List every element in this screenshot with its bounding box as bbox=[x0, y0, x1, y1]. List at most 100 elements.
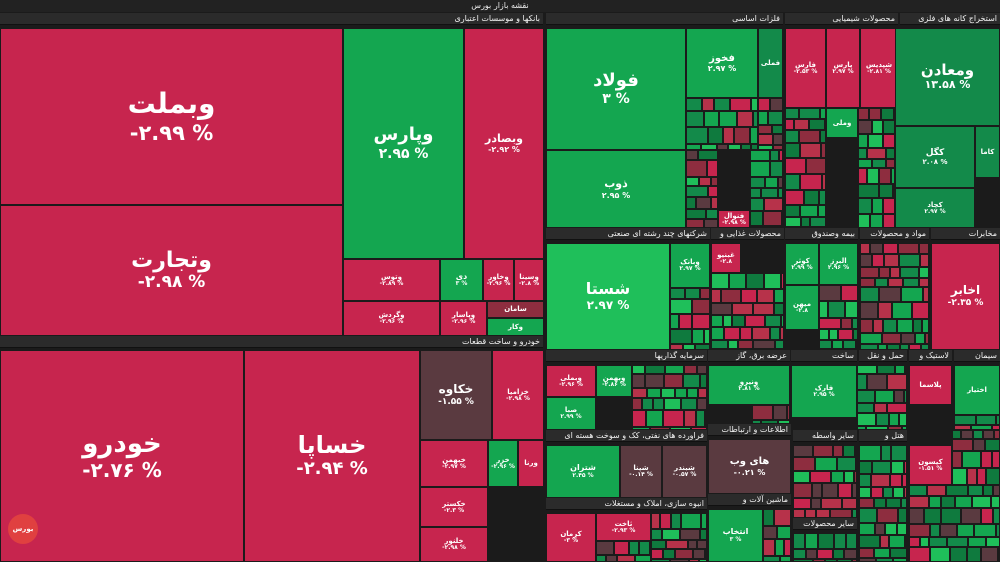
symbol-tile[interactable]: وکار bbox=[487, 318, 544, 336]
symbol-tile-small[interactable] bbox=[734, 127, 750, 144]
symbol-tile-small[interactable] bbox=[876, 413, 889, 426]
symbol-tile-small[interactable] bbox=[780, 327, 784, 340]
symbol-tile-small[interactable] bbox=[870, 214, 883, 228]
symbol-tile-small[interactable] bbox=[772, 125, 783, 134]
symbol-tile-small[interactable] bbox=[686, 160, 707, 177]
symbol-tile-small[interactable] bbox=[681, 513, 701, 529]
symbol-tile-small[interactable] bbox=[750, 198, 764, 211]
symbol-tile-small[interactable] bbox=[815, 457, 837, 471]
symbol-tile-small[interactable] bbox=[670, 427, 691, 430]
symbol-tile-small[interactable] bbox=[758, 111, 768, 125]
symbol-tile-small[interactable] bbox=[909, 524, 930, 537]
symbol-tile[interactable]: شتران ۲.۴۵ % bbox=[546, 445, 620, 498]
symbol-tile-small[interactable] bbox=[871, 487, 883, 498]
symbol-tile-small[interactable] bbox=[711, 340, 728, 349]
symbol-tile-small[interactable] bbox=[879, 287, 901, 302]
symbol-tile-small[interactable] bbox=[833, 549, 844, 559]
symbol-tile-small[interactable] bbox=[700, 374, 707, 388]
symbol-tile-small[interactable] bbox=[929, 496, 941, 508]
symbol-tile-small[interactable] bbox=[981, 508, 993, 524]
symbol-tile-small[interactable] bbox=[728, 340, 738, 349]
symbol-tile-small[interactable] bbox=[924, 508, 941, 524]
symbol-tile-small[interactable] bbox=[883, 319, 897, 333]
symbol-tile-small[interactable] bbox=[692, 299, 710, 314]
symbol-tile-small[interactable] bbox=[857, 426, 866, 430]
symbol-tile-small[interactable] bbox=[841, 285, 858, 301]
symbol-tile-small[interactable] bbox=[777, 526, 791, 539]
symbol-tile-small[interactable] bbox=[821, 498, 842, 509]
symbol-tile-small[interactable] bbox=[901, 287, 923, 302]
symbol-tile-small[interactable] bbox=[981, 451, 992, 468]
symbol-tile-small[interactable] bbox=[770, 98, 783, 111]
symbol-tile-small[interactable] bbox=[925, 333, 929, 344]
symbol-tile-small[interactable] bbox=[696, 410, 705, 427]
symbol-tile-small[interactable] bbox=[859, 461, 872, 474]
symbol-tile[interactable]: کرمان -۳ % bbox=[546, 513, 596, 562]
symbol-tile-small[interactable] bbox=[775, 539, 784, 556]
symbol-tile-small[interactable] bbox=[785, 158, 806, 174]
symbol-tile[interactable]: کگل ۲.۰۸ % bbox=[895, 126, 975, 188]
symbol-tile-small[interactable] bbox=[651, 529, 662, 540]
symbol-tile-small[interactable] bbox=[758, 98, 770, 111]
symbol-tile-small[interactable] bbox=[830, 509, 852, 518]
symbol-tile[interactable]: کوثر ۲.۹۹ % bbox=[785, 243, 819, 285]
symbol-tile-small[interactable] bbox=[793, 471, 810, 483]
symbol-tile[interactable]: پارس ۲.۹۷ % bbox=[826, 28, 860, 108]
symbol-tile-small[interactable] bbox=[954, 415, 976, 425]
symbol-tile-small[interactable] bbox=[821, 143, 826, 158]
symbol-tile-small[interactable] bbox=[852, 509, 857, 518]
symbol-tile-small[interactable] bbox=[775, 340, 784, 349]
symbol-tile-small[interactable] bbox=[683, 374, 700, 388]
symbol-tile-small[interactable] bbox=[704, 219, 718, 228]
symbol-tile-small[interactable] bbox=[662, 529, 680, 540]
symbol-tile-small[interactable] bbox=[632, 374, 645, 388]
symbol-tile[interactable]: فنوال -۲.۹۸ % bbox=[718, 210, 750, 228]
symbol-tile-small[interactable] bbox=[723, 315, 732, 327]
symbol-tile-small[interactable] bbox=[763, 509, 774, 526]
symbol-tile-small[interactable] bbox=[800, 143, 821, 158]
symbol-tile-small[interactable] bbox=[994, 430, 1000, 439]
symbol-tile-small[interactable] bbox=[961, 430, 973, 439]
symbol-tile-small[interactable] bbox=[872, 159, 886, 168]
symbol-tile-small[interactable] bbox=[971, 425, 992, 430]
symbol-tile-small[interactable] bbox=[909, 547, 930, 562]
symbol-tile-small[interactable] bbox=[904, 487, 907, 498]
symbol-tile-small[interactable] bbox=[686, 127, 708, 144]
symbol-tile-small[interactable] bbox=[810, 471, 831, 483]
symbol-tile-small[interactable] bbox=[774, 289, 784, 303]
symbol-tile-small[interactable] bbox=[859, 487, 871, 498]
symbol-tile-small[interactable] bbox=[952, 451, 962, 468]
symbol-tile-small[interactable] bbox=[858, 168, 867, 184]
symbol-tile-small[interactable] bbox=[809, 119, 825, 130]
symbol-tile-small[interactable] bbox=[680, 529, 700, 540]
symbol-tile-small[interactable] bbox=[764, 273, 781, 289]
symbol-tile-small[interactable] bbox=[752, 405, 773, 420]
symbol-tile-small[interactable] bbox=[993, 485, 1000, 496]
symbol-tile-small[interactable] bbox=[778, 420, 790, 424]
symbol-tile[interactable]: ونیرو ۲.۸۱ % bbox=[708, 365, 790, 405]
symbol-tile-small[interactable] bbox=[639, 541, 650, 555]
symbol-tile-small[interactable] bbox=[632, 388, 647, 398]
symbol-tile-small[interactable] bbox=[793, 509, 805, 518]
symbol-tile-small[interactable] bbox=[891, 461, 904, 474]
symbol-tile[interactable]: وبملت -۲.۹۹ % bbox=[0, 28, 343, 205]
symbol-tile-small[interactable] bbox=[877, 508, 898, 523]
symbol-tile-small[interactable] bbox=[828, 301, 845, 318]
symbol-tile-small[interactable] bbox=[793, 549, 806, 559]
symbol-tile-small[interactable] bbox=[692, 314, 710, 329]
symbol-tile[interactable]: وخاور -۲.۹۶ % bbox=[483, 259, 514, 301]
symbol-tile-small[interactable] bbox=[679, 314, 692, 329]
symbol-tile-small[interactable] bbox=[813, 445, 833, 457]
symbol-tile-small[interactable] bbox=[941, 496, 955, 508]
symbol-tile-small[interactable] bbox=[750, 211, 763, 226]
symbol-tile-small[interactable] bbox=[632, 427, 650, 430]
symbol-tile[interactable]: خکستر -۲.۳ % bbox=[420, 487, 488, 527]
symbol-tile-small[interactable] bbox=[901, 498, 907, 508]
symbol-tile-small[interactable] bbox=[670, 299, 692, 314]
symbol-tile-small[interactable] bbox=[859, 498, 874, 508]
symbol-tile[interactable]: وپارس ۲.۹۵ % bbox=[343, 28, 464, 259]
symbol-tile-small[interactable] bbox=[707, 160, 718, 177]
symbol-tile-small[interactable] bbox=[820, 108, 826, 119]
symbol-tile[interactable]: وپاسار -۲.۹۶ % bbox=[440, 301, 487, 336]
symbol-tile-small[interactable] bbox=[859, 535, 880, 548]
